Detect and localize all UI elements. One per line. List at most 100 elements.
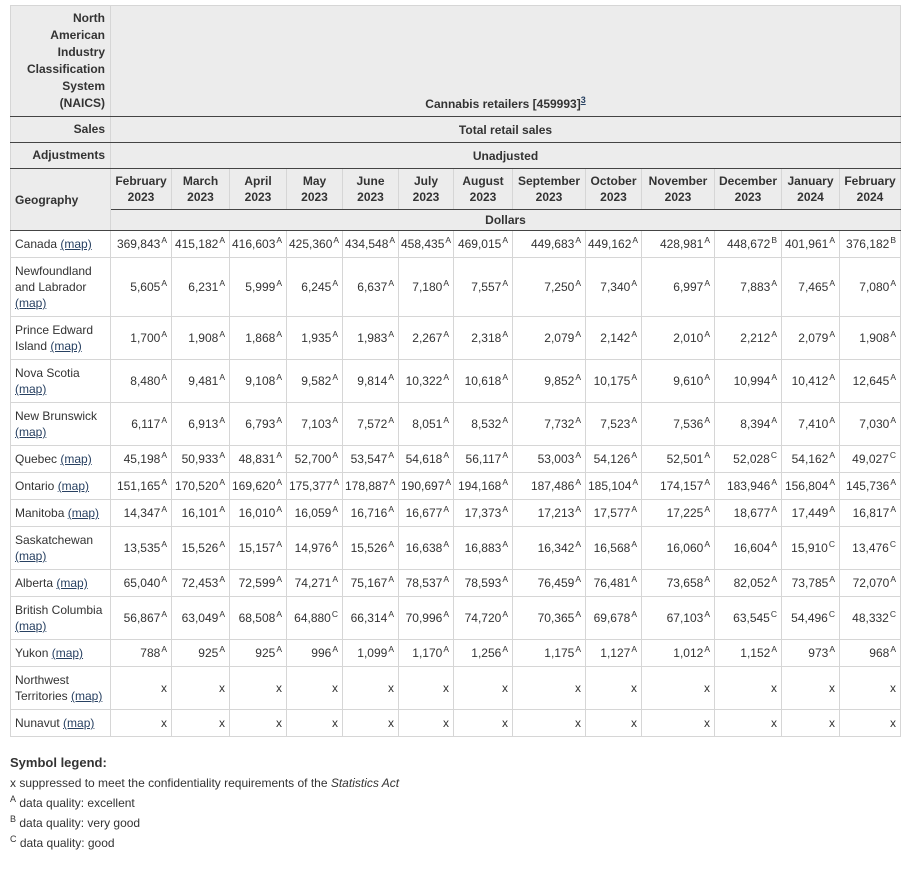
value-cell: 17,449A [781, 499, 840, 527]
map-link[interactable]: (map) [60, 452, 92, 466]
cell-value: 10,994 [733, 374, 771, 388]
cell-value: 1,012 [673, 646, 704, 660]
value-cell: 6,637A [342, 257, 399, 317]
data-quality-flag: A [502, 372, 508, 382]
map-link[interactable]: (map) [51, 646, 84, 660]
value-cell: 6,117A [110, 402, 172, 446]
map-link[interactable]: (map) [71, 689, 103, 703]
table-row: Canada (map) 369,843A 415,182A 416,603A 425,… [10, 230, 901, 258]
value-cell: 925A [171, 639, 230, 667]
cell-value: 1,700 [130, 331, 161, 345]
map-link[interactable]: (map) [50, 339, 82, 353]
legend-title: Symbol legend: [10, 755, 107, 770]
data-quality-flag: A [276, 609, 282, 619]
column-header-december-2023: December 2023 [714, 168, 782, 210]
value-cell: 53,547A [342, 445, 399, 473]
data-quality-flag: A [276, 644, 282, 654]
value-cell: 10,994A [714, 359, 782, 403]
value-cell: 54,496C [781, 596, 840, 640]
cell-value: 7,250 [544, 280, 575, 294]
map-link[interactable]: (map) [60, 237, 92, 251]
map-link[interactable]: (map) [56, 576, 88, 590]
cell-value: 401,961 [784, 237, 829, 251]
map-link[interactable]: (map) [63, 716, 95, 730]
map-link[interactable]: (map) [15, 619, 47, 633]
value-cell: 16,817A [839, 499, 901, 527]
value-cell: 16,342A [512, 526, 586, 570]
value-cell: 7,523A [585, 402, 642, 446]
data-quality-flag: A [502, 329, 508, 339]
cell-value: 169,620 [232, 479, 276, 493]
data-quality-flag: A [161, 574, 167, 584]
data-quality-flag: A [704, 235, 710, 245]
data-quality-flag: A [890, 415, 896, 425]
value-cell: 5,605A [110, 257, 172, 317]
cell-value: 73,785 [791, 576, 829, 590]
geography-header: Geography [10, 168, 111, 231]
data-quality-flag: A [276, 278, 282, 288]
cell-value: 1,935 [301, 331, 332, 345]
map-link[interactable]: (map) [15, 296, 47, 310]
cell-value: x [276, 681, 282, 695]
cell-value: 13,535 [123, 541, 161, 555]
value-cell: 16,059A [286, 499, 343, 527]
table-row: Newfoundland and Labrador (map) 5,605A 6,2… [10, 257, 901, 317]
map-link[interactable]: (map) [67, 506, 100, 520]
cell-value: 2,079 [544, 331, 575, 345]
value-cell: 187,486A [512, 472, 586, 500]
geography-cell: Alberta (map) [10, 569, 111, 597]
data-quality-flag: A [161, 539, 167, 549]
cell-value: 9,814 [357, 374, 388, 388]
data-quality-flag: A [276, 372, 282, 382]
cell-value: 63,545 [733, 611, 770, 625]
value-cell: 16,101A [171, 499, 230, 527]
cell-value: 72,599 [238, 576, 276, 590]
cell-value: 69,678 [593, 611, 631, 625]
value-cell: 16,638A [398, 526, 454, 570]
sales-value: Total retail sales [110, 116, 901, 143]
cell-value: x [704, 716, 710, 730]
cell-value: 74,720 [464, 611, 502, 625]
geography-cell: Ontario (map) [10, 472, 111, 500]
cell-value: 16,342 [537, 541, 575, 555]
map-link[interactable]: (map) [15, 549, 47, 563]
data-quality-flag: B [890, 235, 896, 245]
data-quality-flag: A [704, 609, 710, 619]
value-cell: 925A [229, 639, 287, 667]
map-link[interactable]: (map) [15, 382, 47, 396]
cell-value: x [219, 681, 225, 695]
column-header-april-2023: April 2023 [229, 168, 287, 210]
cell-value: x [219, 716, 225, 730]
footnote-3-link[interactable]: 3 [580, 95, 586, 105]
statcan-data-table: North American Industry Classification S… [10, 5, 901, 737]
value-cell: 49,027C [839, 445, 901, 473]
map-link[interactable]: (map) [15, 425, 47, 439]
data-quality-flag: A [704, 477, 710, 487]
value-cell: 63,049A [171, 596, 230, 640]
value-cell: 2,142A [585, 316, 642, 360]
value-cell: x [286, 709, 343, 737]
value-cell: 74,720A [453, 596, 513, 640]
cell-value: 48,332 [852, 611, 889, 625]
data-quality-flag: A [161, 235, 167, 245]
value-cell: x [342, 666, 399, 710]
sales-row: Sales Total retail sales [10, 116, 901, 143]
column-header-january-2024: January 2024 [781, 168, 840, 210]
data-quality-flag: A [829, 644, 835, 654]
cell-value: x [443, 681, 449, 695]
data-quality-flag: A [276, 574, 282, 584]
value-cell: 54,162A [781, 445, 840, 473]
table-row: Prince Edward Island (map) 1,700A 1,908A 1,… [10, 316, 901, 360]
cell-value: 50,933 [181, 452, 219, 466]
value-cell: 1,099A [342, 639, 399, 667]
value-cell: 469,015A [453, 230, 513, 258]
value-cell: 10,618A [453, 359, 513, 403]
value-cell: 68,508A [229, 596, 287, 640]
cell-value: 9,108 [245, 374, 276, 388]
map-link[interactable]: (map) [57, 479, 90, 493]
cell-value: x [890, 716, 896, 730]
cell-value: x [502, 716, 508, 730]
cell-value: x [890, 681, 896, 695]
data-quality-flag: A [443, 450, 449, 460]
cell-value: 1,908 [188, 331, 219, 345]
